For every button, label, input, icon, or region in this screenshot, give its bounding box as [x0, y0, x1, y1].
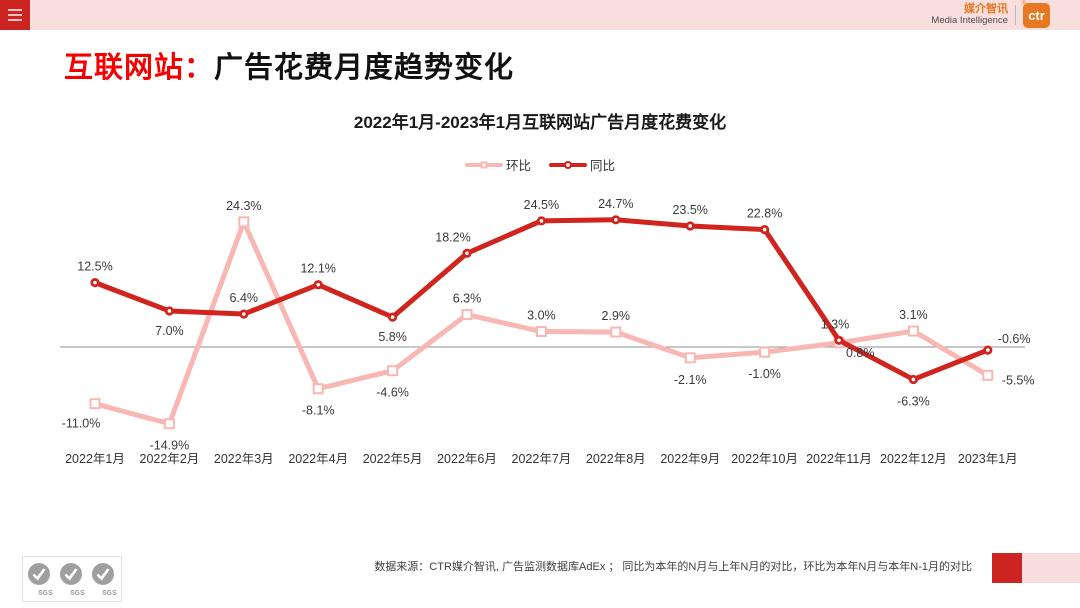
data-label-yoy-8: 23.5% — [672, 203, 707, 217]
ctr-logo: ctr — [1023, 2, 1050, 28]
data-label-yoy-11: -6.3% — [897, 394, 930, 408]
data-label-yoy-7: 24.7% — [598, 197, 633, 211]
marker-center-yoy-11 — [911, 377, 916, 382]
x-axis-label-9: 2022年10月 — [731, 452, 798, 466]
marker-center-yoy-3 — [316, 282, 321, 287]
menu-button[interactable] — [0, 0, 30, 30]
brand-divider — [1015, 5, 1016, 25]
data-label-mom-1: -14.9% — [150, 439, 190, 453]
marker-center-yoy-5 — [465, 251, 469, 256]
marker-center-yoy-0 — [93, 280, 97, 285]
data-label-mom-2: 24.3% — [226, 199, 261, 213]
footer-red-square — [992, 553, 1022, 583]
legend-marker-square — [480, 161, 488, 168]
data-label-mom-4: -4.6% — [376, 386, 409, 400]
marker-mom-3 — [312, 383, 324, 395]
data-label-mom-10: 0.8% — [846, 346, 875, 360]
data-label-yoy-12: -0.6% — [998, 332, 1031, 346]
marker-mom-9 — [759, 346, 771, 358]
data-label-mom-8: -2.1% — [674, 373, 707, 387]
marker-center-yoy-10 — [837, 338, 841, 343]
hamburger-icon — [8, 9, 22, 11]
data-label-mom-11: 3.1% — [899, 308, 928, 322]
marker-mom-7 — [610, 326, 622, 338]
data-label-mom-12: -5.5% — [1002, 373, 1035, 387]
marker-mom-8 — [684, 352, 696, 364]
marker-center-yoy-7 — [614, 217, 618, 222]
marker-mom-4 — [387, 365, 399, 377]
data-label-yoy-10: 1.3% — [821, 317, 850, 331]
x-axis-label-2: 2022年3月 — [214, 452, 274, 466]
data-label-yoy-1: 7.0% — [155, 324, 184, 338]
page-title: 互联网站：广告花费月度趋势变化 — [64, 44, 514, 86]
data-label-yoy-4: 5.8% — [378, 330, 407, 344]
data-label-yoy-0: 12.5% — [77, 260, 112, 274]
x-axis-label-1: 2022年2月 — [140, 452, 200, 466]
page-title-highlight: 互联网站： — [64, 52, 215, 84]
marker-mom-11 — [907, 325, 919, 337]
legend-label-yoy: 同比 — [590, 159, 616, 173]
data-label-yoy-9: 22.8% — [747, 207, 782, 221]
x-axis-label-8: 2022年9月 — [660, 452, 720, 466]
sgs-logo: SGS — [60, 563, 85, 597]
x-axis-label-4: 2022年5月 — [363, 452, 423, 466]
legend-marker-dot — [564, 160, 572, 169]
chart-legend: 环比 同比 — [0, 155, 1080, 174]
x-axis-label-3: 2022年4月 — [288, 452, 348, 466]
legend-label-mom: 环比 — [505, 159, 531, 173]
series-line-mom — [92, 219, 991, 427]
data-label-mom-3: -8.1% — [302, 404, 335, 418]
data-source-note: 数据来源：CTR媒介智讯, 广告监测数据库AdEx ； 同比为本年的N月与上年N… — [374, 561, 972, 573]
marker-mom-2 — [238, 216, 250, 228]
data-label-mom-7: 2.9% — [602, 309, 631, 323]
marker-center-yoy-6 — [539, 219, 544, 223]
x-axis-label-7: 2022年8月 — [586, 452, 646, 466]
brand-name-en: Media Intelligence — [931, 14, 1008, 26]
x-axis-label-5: 2022年6月 — [437, 452, 497, 466]
brand-name-cn: 媒介智讯 — [964, 3, 1008, 16]
marker-mom-5 — [461, 309, 473, 321]
x-axis-label-10: 2022年11月 — [806, 452, 872, 466]
legend-item-yoy[interactable]: 同比 — [549, 155, 615, 174]
data-label-yoy-5: 18.2% — [435, 230, 470, 244]
marker-center-yoy-1 — [167, 309, 172, 313]
top-bar: 媒介智讯 Media Intelligence ctr ® — [0, 0, 1080, 30]
footer-pink-square — [1022, 553, 1080, 583]
marker-mom-0 — [89, 398, 101, 410]
data-label-mom-0: -11.0% — [62, 417, 101, 431]
marker-mom-6 — [535, 326, 547, 338]
data-label-mom-5: 6.3% — [453, 292, 482, 306]
marker-center-yoy-9 — [762, 227, 767, 232]
svg-text:SGS: SGS — [102, 590, 117, 597]
legend-line-mom — [464, 161, 503, 168]
x-axis-label-6: 2022年7月 — [512, 452, 572, 466]
sgs-logo: SGS — [28, 563, 53, 597]
x-axis-label-12: 2023年1月 — [958, 452, 1018, 466]
marker-center-yoy-12 — [986, 348, 990, 352]
data-label-yoy-3: 12.1% — [300, 262, 335, 276]
marker-center-yoy-4 — [390, 315, 395, 319]
marker-mom-1 — [163, 418, 175, 430]
brand-text: 媒介智讯 Media Intelligence — [931, 4, 1008, 26]
page-title-rest: 广告花费月度趋势变化 — [214, 52, 515, 84]
data-label-mom-9: -1.0% — [748, 367, 781, 381]
data-label-yoy-2: 6.4% — [230, 291, 259, 305]
svg-text:SGS: SGS — [38, 590, 53, 597]
marker-center-yoy-2 — [242, 312, 246, 316]
brand-logo: 媒介智讯 Media Intelligence ctr ® — [931, 0, 1050, 30]
data-label-mom-6: 3.0% — [527, 309, 556, 323]
legend-item-mom[interactable]: 环比 — [464, 155, 531, 174]
registered-trademark-icon: ® — [1021, 1, 1026, 7]
chart-title: 2022年1月-2023年1月互联网站广告月度花费变化 — [353, 113, 727, 132]
data-label-yoy-6: 24.5% — [524, 198, 559, 212]
x-axis-label-11: 2022年12月 — [880, 452, 947, 466]
x-axis-label-0: 2022年1月 — [65, 452, 125, 466]
sgs-logo: SGS — [92, 563, 117, 597]
certification-box: SGS SGS SGS — [22, 556, 122, 602]
marker-mom-12 — [982, 369, 994, 381]
legend-line-yoy — [549, 160, 587, 169]
svg-text:SGS: SGS — [70, 590, 85, 597]
marker-center-yoy-8 — [688, 224, 692, 228]
